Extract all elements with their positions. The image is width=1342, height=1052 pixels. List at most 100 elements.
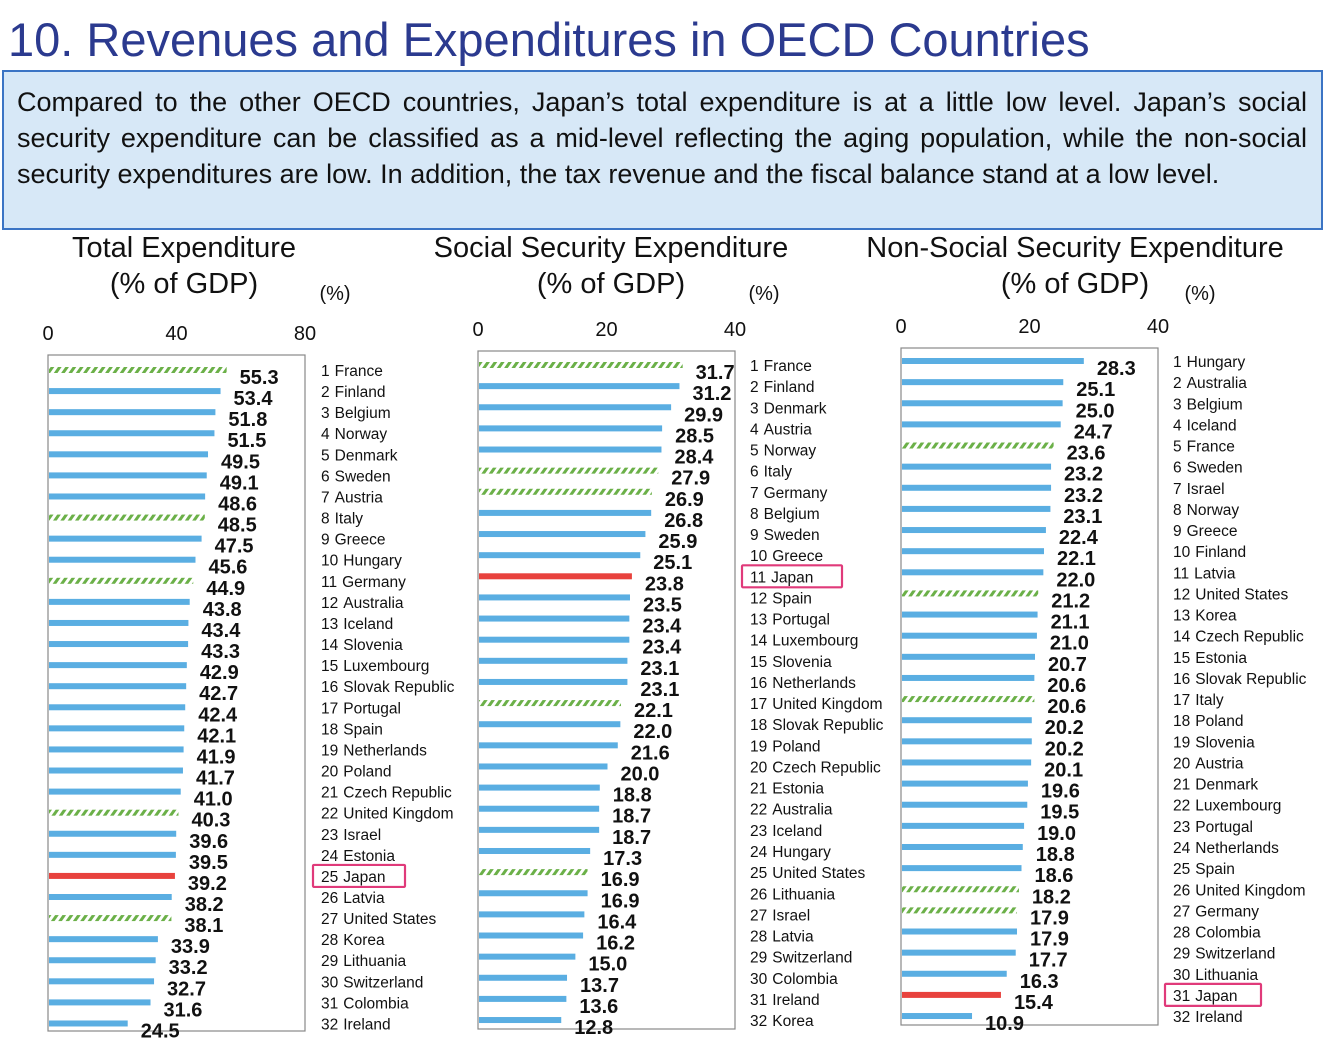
country-name: Hungary: [772, 844, 831, 861]
chart-title-line1: Total Expenditure: [72, 232, 296, 264]
country-name: Iceland: [772, 823, 822, 840]
x-tick-label: 40: [165, 323, 187, 345]
bar: [479, 446, 662, 453]
bar: [479, 826, 600, 833]
country-name: Sweden: [335, 468, 391, 485]
rank: 8: [1173, 502, 1182, 519]
rank: 32: [1173, 1009, 1190, 1026]
bar: [479, 615, 630, 622]
bar: [49, 978, 155, 985]
country-name: Norway: [764, 443, 817, 460]
value-label: 13.6: [579, 996, 618, 1018]
country-label: 23 Israel: [321, 827, 381, 844]
value-label: 48.6: [218, 493, 257, 515]
country-name: Iceland: [1187, 417, 1237, 434]
value-label: 17.3: [603, 848, 642, 870]
rank: 20: [321, 764, 339, 781]
rank: 21: [1173, 777, 1190, 794]
bar: [902, 611, 1038, 618]
country-name: Poland: [343, 764, 391, 781]
rank: 1: [750, 358, 759, 375]
chart-title-line1: Social Security Expenditure: [434, 232, 789, 264]
bar: [49, 683, 187, 690]
country-label: 4 Norway: [321, 426, 387, 443]
bar: [49, 725, 185, 732]
country-label: 9 Greece: [1173, 523, 1237, 540]
country-name: Belgium: [764, 506, 820, 523]
country-label: 25 United States: [750, 865, 866, 882]
bar: [479, 636, 630, 643]
bar: [479, 932, 584, 939]
country-label: 15 Slovenia: [750, 654, 832, 671]
rank: 9: [1173, 523, 1182, 540]
rank: 17: [750, 696, 767, 713]
bar: [902, 632, 1037, 639]
rank: 2: [1173, 375, 1182, 392]
country-name: Iceland: [343, 616, 393, 633]
chart-title-line1: Non-Social Security Expenditure: [866, 232, 1283, 264]
country-label: 6 Italy: [750, 464, 792, 481]
bar: [902, 484, 1052, 491]
country-name: Denmark: [764, 400, 827, 417]
bar: [49, 556, 196, 563]
rank: 29: [1173, 946, 1190, 963]
bar: [49, 641, 189, 648]
country-name: Netherlands: [772, 675, 856, 692]
country-label: 22 Luxembourg: [1173, 798, 1281, 815]
country-name: Greece: [335, 532, 386, 549]
value-label: 47.5: [215, 536, 254, 558]
rank: 12: [321, 595, 338, 612]
country-name: Italy: [764, 464, 793, 481]
country-name: Denmark: [335, 447, 398, 464]
rank: 5: [750, 443, 759, 460]
country-label: 26 Latvia: [321, 890, 385, 907]
bar-hatched: [479, 362, 683, 368]
value-label: 39.6: [189, 831, 228, 853]
rank: 6: [750, 464, 759, 481]
rank: 31: [321, 995, 338, 1012]
country-name: Slovak Republic: [772, 717, 883, 734]
unit-label: (%): [748, 283, 779, 305]
country-label: 27 Israel: [750, 907, 810, 924]
country-name: Norway: [335, 426, 388, 443]
country-name: Austria: [1195, 755, 1244, 772]
country-label: 28 Korea: [321, 932, 385, 949]
country-label: 4 Austria: [750, 421, 812, 438]
rank: 3: [750, 400, 759, 417]
country-name: Slovak Republic: [1195, 671, 1306, 688]
country-name: Austria: [764, 421, 813, 438]
rank: 32: [321, 1016, 338, 1033]
country-name: Netherlands: [1195, 840, 1279, 857]
rank: 7: [750, 485, 759, 502]
bar: [49, 472, 207, 479]
country-name: Australia: [343, 595, 404, 612]
value-label: 27.9: [671, 468, 710, 490]
value-label: 26.8: [664, 510, 703, 532]
country-name: Portugal: [343, 700, 401, 717]
bar: [479, 995, 567, 1002]
bar: [902, 822, 1025, 829]
value-label: 19.5: [1040, 802, 1079, 824]
value-label: 39.2: [188, 873, 227, 895]
country-label: 15 Luxembourg: [321, 658, 429, 675]
value-label: 20.6: [1047, 696, 1086, 718]
value-label: 17.9: [1030, 929, 1069, 951]
value-label: 23.5: [643, 594, 682, 616]
bar: [49, 767, 183, 774]
country-name: Germany: [1195, 903, 1259, 920]
rank: 5: [321, 447, 330, 464]
rank: 15: [750, 654, 767, 671]
bar: [902, 843, 1023, 850]
country-label: 13 Iceland: [321, 616, 393, 633]
country-name: France: [1187, 439, 1235, 456]
value-label: 49.5: [221, 451, 260, 473]
country-label: 27 Germany: [1173, 903, 1259, 920]
rank: 2: [750, 379, 759, 396]
rank: 21: [750, 781, 767, 798]
value-label: 20.6: [1047, 675, 1086, 697]
rank: 25: [321, 869, 338, 886]
rank: 30: [750, 971, 768, 988]
page-title: 10. Revenues and Expenditures in OECD Co…: [8, 13, 1090, 66]
country-label: 25 Japan: [321, 869, 385, 886]
rank: 8: [750, 506, 759, 523]
